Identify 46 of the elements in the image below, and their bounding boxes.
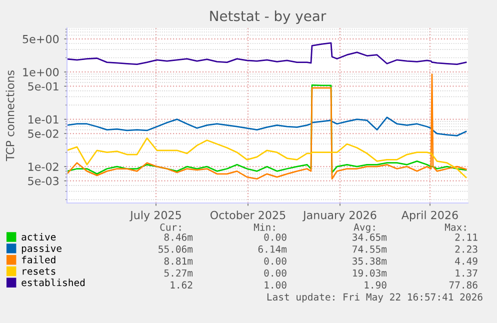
legend-label: active <box>22 233 56 241</box>
text: 19.03m <box>353 269 387 277</box>
x-tick-label: October 2025 <box>210 210 286 220</box>
text: 4.49 <box>455 257 478 265</box>
text: Last update: Fri May 22 16:57:41 2026 <box>267 293 482 303</box>
y-tick-label: 5e-03 <box>28 176 58 186</box>
text: 35.38m <box>352 257 387 265</box>
y-axis-title: TCP connections <box>6 70 14 162</box>
x-tick-label: January 2026 <box>302 210 376 222</box>
line-series <box>67 137 467 178</box>
text: Min: <box>254 223 275 231</box>
text: 8.81m <box>164 257 193 265</box>
text: 0.00 <box>264 257 286 265</box>
text: 6.14m <box>258 245 287 253</box>
legend-label: passive <box>22 244 62 254</box>
y-tick-label: 1e+00 <box>23 68 59 76</box>
text: 34.65m <box>352 233 387 241</box>
legend-label: established <box>22 278 85 286</box>
line-series <box>67 42 467 66</box>
text: 0.00 <box>264 269 286 277</box>
text: Avg: <box>354 224 375 233</box>
text: 2.23 <box>455 245 478 253</box>
legend-label: resets <box>22 268 56 275</box>
line-series <box>67 116 467 136</box>
y-tick-label: 1e-02 <box>28 162 58 171</box>
text: 55.06m <box>158 245 193 253</box>
text: 5.27m <box>164 269 193 277</box>
text: 1.62 <box>170 281 192 289</box>
text: 0.00 <box>264 233 286 241</box>
text: 77.86 <box>449 281 478 289</box>
y-tick-label: 5e-02 <box>28 130 58 138</box>
y-tick-label: 1e-01 <box>28 115 58 124</box>
legend-label: failed <box>22 256 56 264</box>
x-tick-label: July 2025 <box>130 210 181 222</box>
y-tick-label: 5e+00 <box>22 34 59 44</box>
text: 1.37 <box>456 269 478 277</box>
text: 8.46m <box>164 233 193 241</box>
x-tick-label: April 2026 <box>401 210 458 222</box>
text: 74.55m <box>352 246 387 253</box>
text: Max: <box>444 224 466 231</box>
chart-title: Netstat - by year <box>210 10 326 24</box>
text: 1.00 <box>264 281 286 289</box>
text: 2.11 <box>455 233 478 241</box>
text: Cur: <box>160 223 181 231</box>
y-tick-label: 5e-01 <box>28 82 58 91</box>
text: 1.90 <box>364 281 386 289</box>
